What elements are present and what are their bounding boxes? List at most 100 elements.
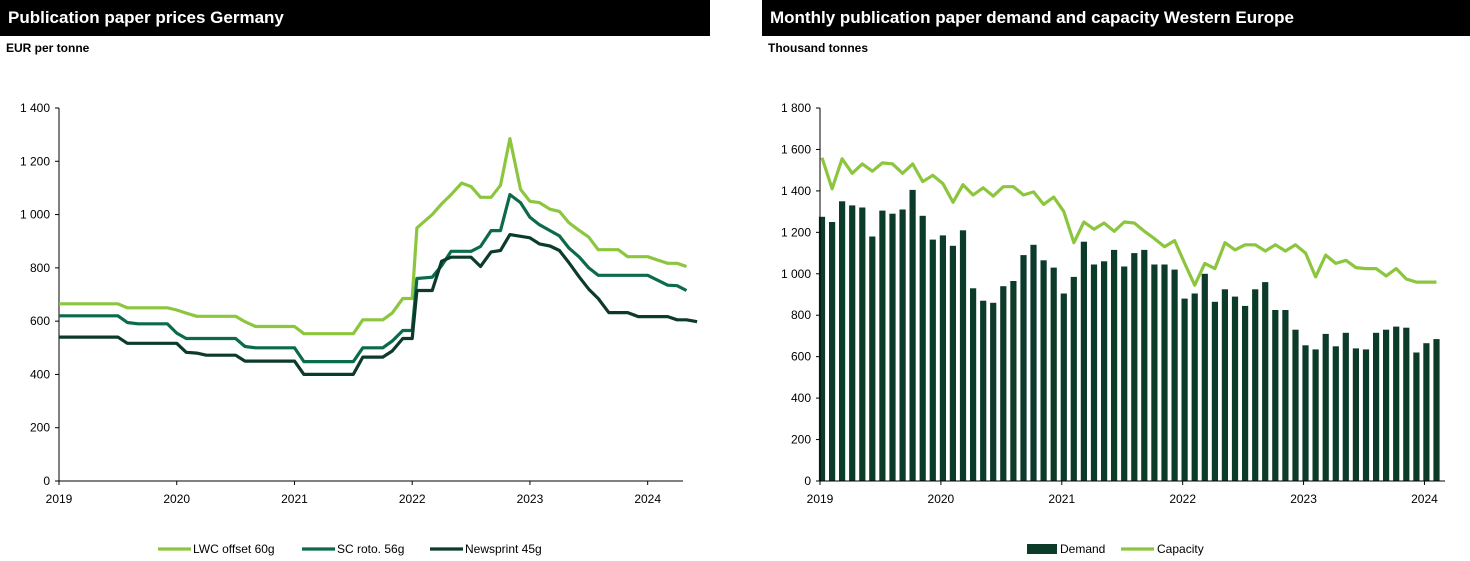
demand-bar	[1050, 267, 1057, 481]
demand-bar	[879, 210, 886, 481]
demand-bar	[1191, 293, 1198, 481]
right-x-tick-label: 2023	[1290, 492, 1317, 506]
demand-bar	[1252, 289, 1259, 481]
demand-bar	[1111, 249, 1118, 481]
demand-capacity-chart: 0 200 400 600 800 1 000 1 200 1 400 1 600 1 800 20…	[781, 101, 1445, 556]
demand-bar	[1201, 273, 1208, 481]
right-y-tick-label: 800	[791, 308, 811, 322]
demand-bar	[1151, 264, 1158, 481]
left-chart-panel: Publication paper prices Germany EUR per…	[0, 0, 710, 561]
demand-bar	[980, 300, 987, 481]
left-x-tick-label: 2023	[517, 492, 544, 506]
demand-bar	[1231, 296, 1239, 481]
demand-bar	[1090, 264, 1098, 481]
demand-bar	[889, 213, 896, 481]
right-y-tick-label: 1 200	[781, 225, 811, 239]
series-line-lwc-offset-60g	[59, 137, 688, 336]
legend-label: Capacity	[1157, 542, 1204, 556]
demand-bar	[859, 207, 866, 481]
left-chart-unit-label: EUR per tonne	[6, 41, 90, 55]
legend-label: Newsprint 45g	[465, 542, 542, 556]
series-line-sc-roto-56g	[59, 193, 688, 364]
demand-bar	[1282, 310, 1289, 481]
demand-bar	[1352, 348, 1359, 481]
demand-bar	[959, 230, 967, 481]
demand-bar	[1161, 264, 1168, 481]
left-y-tick-label: 0	[43, 474, 50, 488]
right-y-tick-label: 1 400	[781, 184, 811, 198]
demand-bar	[1373, 332, 1380, 481]
demand-bar	[1342, 332, 1349, 481]
demand-bar	[909, 189, 916, 481]
demand-bar	[1242, 305, 1249, 481]
demand-bar	[1181, 298, 1188, 481]
left-x-tick-label: 2021	[281, 492, 308, 506]
demand-bar	[1060, 293, 1067, 481]
left-y-tick-label: 200	[30, 421, 50, 435]
right-y-tick-label: 0	[804, 474, 811, 488]
right-y-tick-label: 400	[791, 391, 811, 405]
demand-bar	[1262, 282, 1269, 481]
left-chart-title: Publication paper prices Germany	[0, 0, 710, 36]
demand-bar	[839, 201, 846, 482]
right-y-tick-label: 200	[791, 433, 811, 447]
demand-bar	[1080, 241, 1087, 481]
legend-swatch	[1027, 544, 1057, 554]
right-x-tick-label: 2024	[1411, 492, 1438, 506]
left-y-tick-label: 600	[30, 314, 50, 328]
series-line-newsprint-45g	[59, 233, 698, 376]
demand-bar	[1362, 349, 1370, 481]
demand-bar	[1101, 261, 1108, 481]
demand-bar	[1141, 249, 1148, 481]
demand-bar	[1302, 345, 1309, 481]
demand-bar	[1040, 260, 1047, 481]
left-x-tick-label: 2019	[46, 492, 73, 506]
demand-bar	[1000, 286, 1007, 481]
legend-label: Demand	[1060, 542, 1105, 556]
right-chart-panel: Monthly publication paper demand and cap…	[762, 0, 1470, 561]
right-y-tick-label: 1 600	[781, 142, 811, 156]
right-x-tick-label: 2021	[1048, 492, 1075, 506]
demand-bar	[949, 245, 956, 481]
demand-bar	[1413, 352, 1420, 481]
right-x-tick-label: 2019	[807, 492, 834, 506]
left-y-tick-label: 1 400	[20, 101, 50, 115]
demand-bar	[919, 215, 926, 482]
demand-bar	[929, 239, 936, 481]
legend-label: LWC offset 60g	[193, 542, 275, 556]
demand-bar	[970, 288, 977, 481]
demand-bar	[1121, 266, 1128, 481]
left-x-tick-label: 2024	[634, 492, 661, 506]
demand-bar	[1292, 329, 1299, 481]
demand-bar	[869, 236, 876, 481]
left-y-tick-label: 400	[30, 367, 50, 381]
demand-bar	[990, 302, 997, 481]
demand-bar	[1171, 269, 1178, 481]
demand-bar	[829, 222, 836, 481]
demand-bar	[1030, 244, 1037, 481]
demand-bar	[818, 216, 826, 482]
right-x-tick-label: 2022	[1169, 492, 1196, 506]
demand-bar	[1393, 326, 1400, 481]
right-x-tick-label: 2020	[928, 492, 955, 506]
demand-bar	[1433, 339, 1440, 481]
right-y-tick-label: 600	[791, 350, 811, 364]
demand-bar	[1423, 343, 1430, 481]
demand-bar	[1312, 349, 1319, 481]
demand-bar	[1322, 333, 1329, 481]
demand-bar	[939, 235, 946, 481]
right-y-tick-label: 1 000	[781, 267, 811, 281]
demand-bar	[1010, 281, 1017, 481]
right-chart-unit-label: Thousand tonnes	[768, 41, 868, 55]
demand-bar	[1211, 301, 1218, 481]
right-y-tick-label: 1 800	[781, 101, 811, 115]
demand-bar	[1383, 329, 1390, 481]
demand-bar	[1272, 310, 1279, 481]
left-y-tick-label: 1 200	[20, 154, 50, 168]
right-chart-title: Monthly publication paper demand and cap…	[762, 0, 1470, 36]
capacity-line	[820, 157, 1437, 287]
left-y-tick-label: 1 000	[20, 208, 50, 222]
left-y-tick-label: 800	[30, 261, 50, 275]
price-line-chart: 0 200 400 600 800 1 000 1 200 1 400 2019 2020 2021…	[20, 101, 698, 556]
demand-bar	[1221, 289, 1228, 481]
